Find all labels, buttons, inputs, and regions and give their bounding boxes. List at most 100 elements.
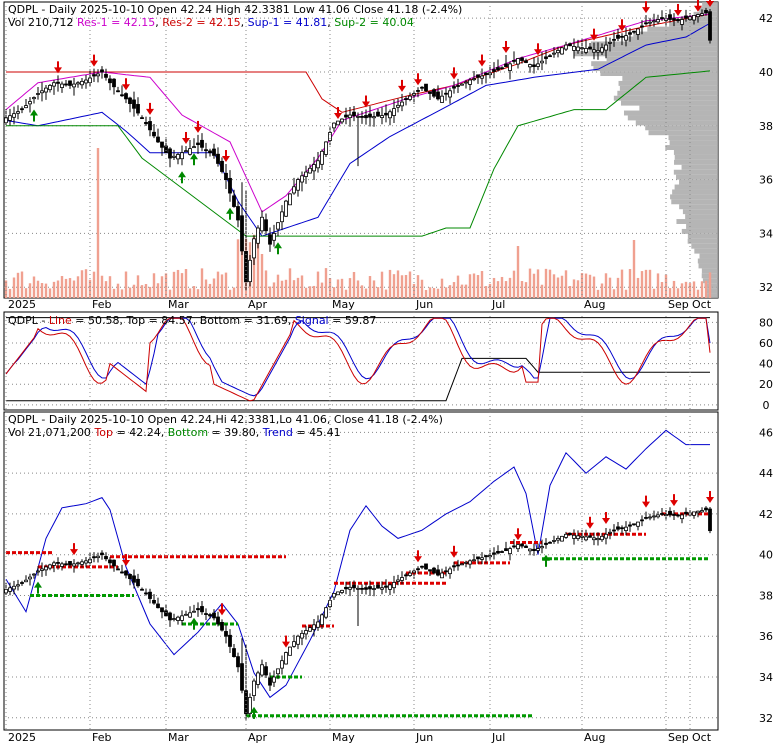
volume-profile-bar [699, 253, 718, 259]
price-candle [468, 79, 472, 85]
volume-bar [36, 280, 40, 298]
volume-bar [500, 276, 504, 298]
price-candle [340, 118, 344, 123]
volume-bar [344, 289, 348, 298]
month-label: Apr [248, 298, 268, 311]
volume-bar [72, 280, 76, 298]
trend-candle [636, 521, 640, 527]
trend-candle [472, 559, 476, 562]
volume-profile-bar [686, 224, 718, 229]
volume-bar [496, 281, 500, 298]
trend-sell-arrow-head [414, 556, 422, 563]
trend-candle [620, 527, 624, 530]
sell-signal-arrow-head [222, 156, 230, 163]
volume-profile-bar [674, 159, 718, 165]
volume-bar [536, 269, 540, 298]
volume-bar [280, 280, 284, 298]
trend-candle [552, 540, 556, 542]
price-header-line2: Vol 210,712 Res-1 = 42.15, Res-2 = 42.15… [8, 16, 414, 29]
trend-candle [420, 565, 424, 568]
volume-profile-bar [680, 16, 718, 22]
price-candle [480, 75, 484, 79]
volume-profile-bar [705, 288, 718, 294]
trend-candle [368, 586, 372, 590]
trend-candle [408, 572, 412, 576]
volume-bar [172, 271, 176, 298]
volume-bar [384, 289, 388, 298]
price-candle [136, 104, 140, 114]
trend-candle [96, 555, 100, 559]
price-candle [288, 193, 292, 206]
buy-signal-arrow-head [190, 153, 198, 160]
volume-bar [224, 272, 228, 298]
price-candle [368, 113, 372, 118]
stoch-y-tick: 80 [759, 316, 773, 329]
trend-candle [572, 534, 576, 539]
volume-bar [196, 289, 200, 298]
volume-bar [652, 288, 656, 298]
trend-candle [324, 607, 328, 618]
volume-profile-bar [685, 214, 718, 220]
price-candle [448, 90, 452, 98]
price-candle [660, 17, 664, 19]
price-candle [36, 93, 40, 95]
volume-profile-bar [671, 199, 718, 205]
trend-candle [100, 552, 104, 556]
price-header-line2-part: , [155, 16, 162, 29]
volume-profile-bar [681, 228, 718, 234]
volume-bar [508, 277, 512, 298]
volume-bar [168, 289, 172, 298]
volume-bar [416, 275, 420, 298]
trend-candle [312, 624, 316, 630]
price-candle [172, 155, 176, 158]
trend-candle [428, 569, 432, 572]
price-candle [56, 81, 60, 84]
stoch-main-line [5, 317, 711, 402]
volume-profile-bar [573, 51, 718, 57]
trend-candle [80, 561, 84, 565]
stoch-frame [3, 311, 719, 411]
trend-candle [192, 610, 196, 613]
volume-bar [188, 288, 192, 298]
trend-y-tick: 44 [759, 467, 773, 480]
trend-candle [392, 582, 396, 589]
trend-candle [304, 630, 308, 635]
trend-candle [272, 676, 276, 683]
volume-bar [456, 275, 460, 298]
volume-bar [60, 276, 64, 298]
volume-bar [476, 275, 480, 298]
volume-bar [124, 271, 128, 298]
volume-bar [352, 271, 356, 298]
price-candle [192, 146, 196, 149]
trend-candle [16, 584, 20, 587]
price-candle [120, 94, 124, 97]
price-candle [384, 112, 388, 116]
price-candle [280, 211, 284, 223]
volume-profile-bar [681, 164, 718, 170]
month-label: Jun [415, 298, 433, 311]
stoch-header-line1: QDPL - Line = 50.58, Top = 84.57, Bottom… [8, 314, 376, 327]
volume-bar [464, 284, 468, 298]
month-label: Oct [692, 731, 712, 744]
volume-bar [236, 239, 240, 298]
trend-candle [120, 571, 124, 574]
month-label: Mar [168, 298, 189, 311]
volume-bar [212, 278, 216, 298]
month-label: 2025 [8, 298, 36, 311]
volume-profile-bar [622, 76, 718, 81]
price-candle [524, 60, 528, 63]
price-candle [620, 35, 624, 38]
trend-candle [500, 551, 504, 553]
price-candle [576, 46, 580, 52]
trend-candle [544, 542, 548, 545]
stoch-signal-line [5, 317, 711, 397]
volume-profile-bar [694, 248, 718, 254]
trend-candle [336, 591, 340, 596]
price-candle [256, 227, 260, 244]
volume-bar [260, 253, 264, 298]
trend-candle [416, 568, 420, 571]
volume-bar [184, 269, 188, 298]
price-candle [436, 91, 440, 100]
volume-bar [200, 268, 204, 298]
price-candle [484, 72, 488, 76]
